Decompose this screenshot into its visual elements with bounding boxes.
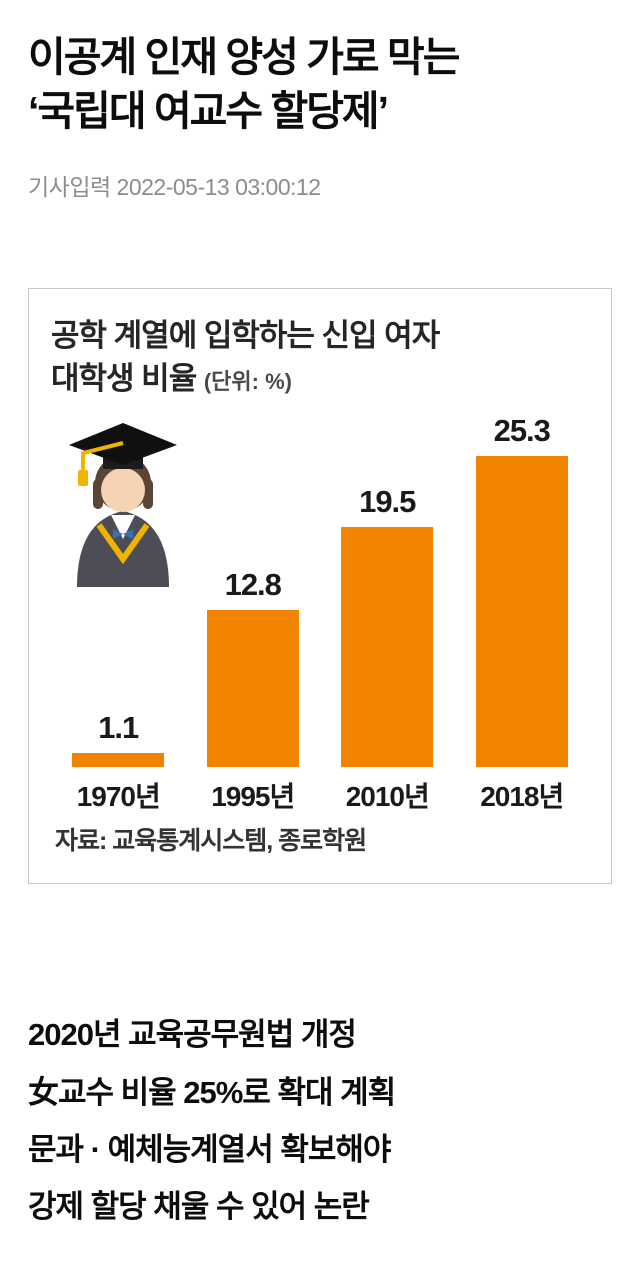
bar-value-label: 19.5 xyxy=(359,483,416,519)
bar-group: 19.5 2010년 xyxy=(320,407,455,812)
chart-title-line-2: 대학생 비율 xyxy=(51,360,197,396)
article-subheads: 2020년 교육공무원법 개정 女교수 비율 25%로 확대 계획 문과 · 예… xyxy=(28,1006,612,1235)
headline-line-2: ‘국립대 여교수 할당제’ xyxy=(28,88,389,135)
hair-left xyxy=(93,478,103,509)
bar xyxy=(341,526,434,767)
bar-category-label: 2018년 xyxy=(480,780,564,812)
bar-value-label: 1.1 xyxy=(98,709,139,745)
bow-left xyxy=(113,528,123,539)
chart-title-line-1: 공학 계열에 입학하는 신입 여자 xyxy=(51,318,440,354)
bar-value-label: 12.8 xyxy=(224,566,282,602)
collar-shape xyxy=(111,514,135,539)
subhead-line: 2020년 교육공무원법 개정 xyxy=(28,1017,357,1053)
tassel-cord xyxy=(81,440,124,471)
face-shape xyxy=(101,467,145,512)
graduate-woman-illustration xyxy=(69,422,177,587)
chart-source: 자료: 교육통계시스템, 종로학원 xyxy=(55,826,367,855)
bar-group: 25.3 2018년 xyxy=(455,407,590,812)
chart-unit-label: (단위: %) xyxy=(203,368,292,394)
bar-chart: 1.1 1970년 12.8 1995년 19.5 2010년 25.3 2018년 xyxy=(51,407,590,812)
bar xyxy=(72,752,165,767)
bar-group: 1.1 1970년 xyxy=(51,407,186,812)
bow-right xyxy=(123,528,133,539)
article-timestamp: 기사입력 2022-05-13 03:00:12 xyxy=(28,174,321,201)
subhead-line: 女교수 비율 25%로 확대 계획 xyxy=(28,1074,396,1110)
chart-area: 1.1 1970년 12.8 1995년 19.5 2010년 25.3 2018년 xyxy=(51,407,590,812)
bar-category-label: 2010년 xyxy=(345,780,430,812)
bar xyxy=(206,609,299,767)
tassel-end xyxy=(78,469,88,486)
bar-value-label: 25.3 xyxy=(493,412,551,448)
bar-category-label: 1995년 xyxy=(211,780,295,812)
bar-group: 12.8 1995년 xyxy=(186,407,321,812)
subhead-line: 강제 할당 채울 수 있어 논란 xyxy=(28,1189,370,1225)
bar xyxy=(475,455,568,767)
subhead-line: 문과 · 예체능계열서 확보해야 xyxy=(28,1131,391,1167)
headline-line-1: 이공계 인재 양성 가로 막는 xyxy=(28,34,460,80)
chart-title: 공학 계열에 입학하는 신입 여자 대학생 비율 (단위: %) xyxy=(51,315,589,401)
gown-trim xyxy=(96,523,150,564)
hair-right xyxy=(143,478,153,509)
chart-panel: 공학 계열에 입학하는 신입 여자 대학생 비율 (단위: %) 1.1 1970… xyxy=(28,288,612,885)
page-title: 이공계 인재 양성 가로 막는 ‘국립대 여교수 할당제’ xyxy=(0,0,640,138)
bar-category-label: 1970년 xyxy=(76,780,161,812)
